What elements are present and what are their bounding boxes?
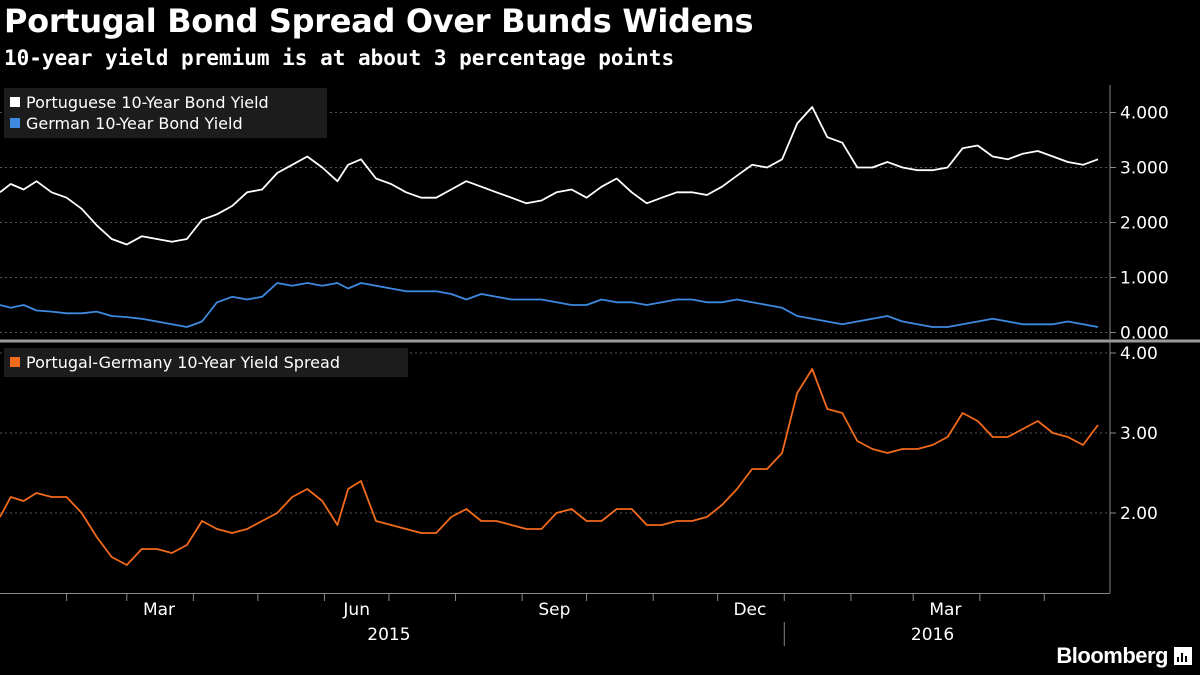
legend-layer: Portuguese 10-Year Bond Yield German 10-Y…: [4, 88, 408, 377]
y-tick-label: 4.00: [1120, 344, 1158, 364]
legend-box: [4, 348, 408, 377]
series-line: [0, 106, 1099, 246]
legend-swatch: [10, 118, 20, 128]
series-line: [0, 368, 1099, 566]
y-tick-label: 3.00: [1120, 424, 1158, 444]
y-tick-label: 2.00: [1120, 504, 1158, 524]
bloomberg-logo: Bloomberg: [1056, 643, 1192, 669]
series-layer: [0, 106, 1099, 566]
axis-layer: 0.000 1.000 2.000 3.000 4.000 2.00 3.00 4.00 Mar…: [0, 85, 1200, 646]
y-tick-label: 1.000: [1120, 269, 1169, 289]
grid-layer: [0, 112, 1110, 514]
x-tick-label: Mar: [929, 600, 961, 620]
y-tick-label: 0.000: [1120, 324, 1169, 344]
x-year-label: 2016: [911, 625, 954, 645]
x-tick-label: Mar: [143, 600, 175, 620]
legend-box: [4, 88, 327, 138]
chart-title: Portugal Bond Spread Over Bunds Widens: [4, 2, 754, 40]
x-tick-label: Sep: [538, 600, 570, 620]
brand-name: Bloomberg: [1056, 643, 1168, 668]
series-line: [0, 282, 1099, 328]
legend-swatch: [10, 357, 20, 367]
legend-label: German 10-Year Bond Yield: [26, 114, 243, 133]
legend-swatch: [10, 97, 20, 107]
chart-subtitle: 10-year yield premium is at about 3 perc…: [4, 46, 675, 70]
y-tick-label: 4.000: [1120, 104, 1169, 124]
y-tick-label: 2.000: [1120, 214, 1169, 234]
bloomberg-chart-icon: [1174, 647, 1192, 665]
x-tick-label: Jun: [342, 600, 370, 620]
x-year-label: 2015: [367, 625, 410, 645]
legend-label: Portugal-Germany 10-Year Yield Spread: [26, 353, 340, 372]
legend-label: Portuguese 10-Year Bond Yield: [26, 93, 269, 112]
x-tick-label: Dec: [733, 600, 766, 620]
y-tick-label: 3.000: [1120, 159, 1169, 179]
